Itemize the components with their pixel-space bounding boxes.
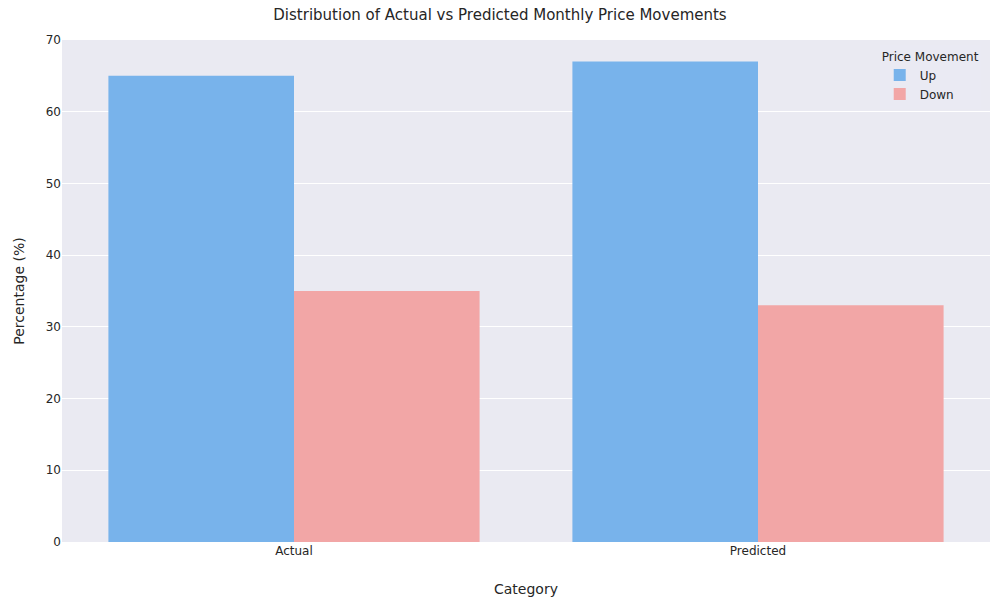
svg-text:30: 30 <box>46 320 61 334</box>
svg-text:Actual: Actual <box>275 544 313 558</box>
svg-text:50: 50 <box>46 177 61 191</box>
svg-text:Percentage (%): Percentage (%) <box>11 237 27 344</box>
svg-text:Price Movement: Price Movement <box>882 50 979 64</box>
svg-text:Down: Down <box>920 88 954 102</box>
svg-text:40: 40 <box>46 248 61 262</box>
svg-text:Up: Up <box>920 69 936 83</box>
svg-text:Category: Category <box>494 581 558 597</box>
svg-text:10: 10 <box>46 463 61 477</box>
svg-text:Distribution of Actual vs Pred: Distribution of Actual vs Predicted Mont… <box>273 6 727 24</box>
svg-text:70: 70 <box>46 33 61 47</box>
svg-text:0: 0 <box>53 535 61 549</box>
svg-text:60: 60 <box>46 105 61 119</box>
svg-text:Predicted: Predicted <box>730 544 786 558</box>
svg-text:20: 20 <box>46 392 61 406</box>
